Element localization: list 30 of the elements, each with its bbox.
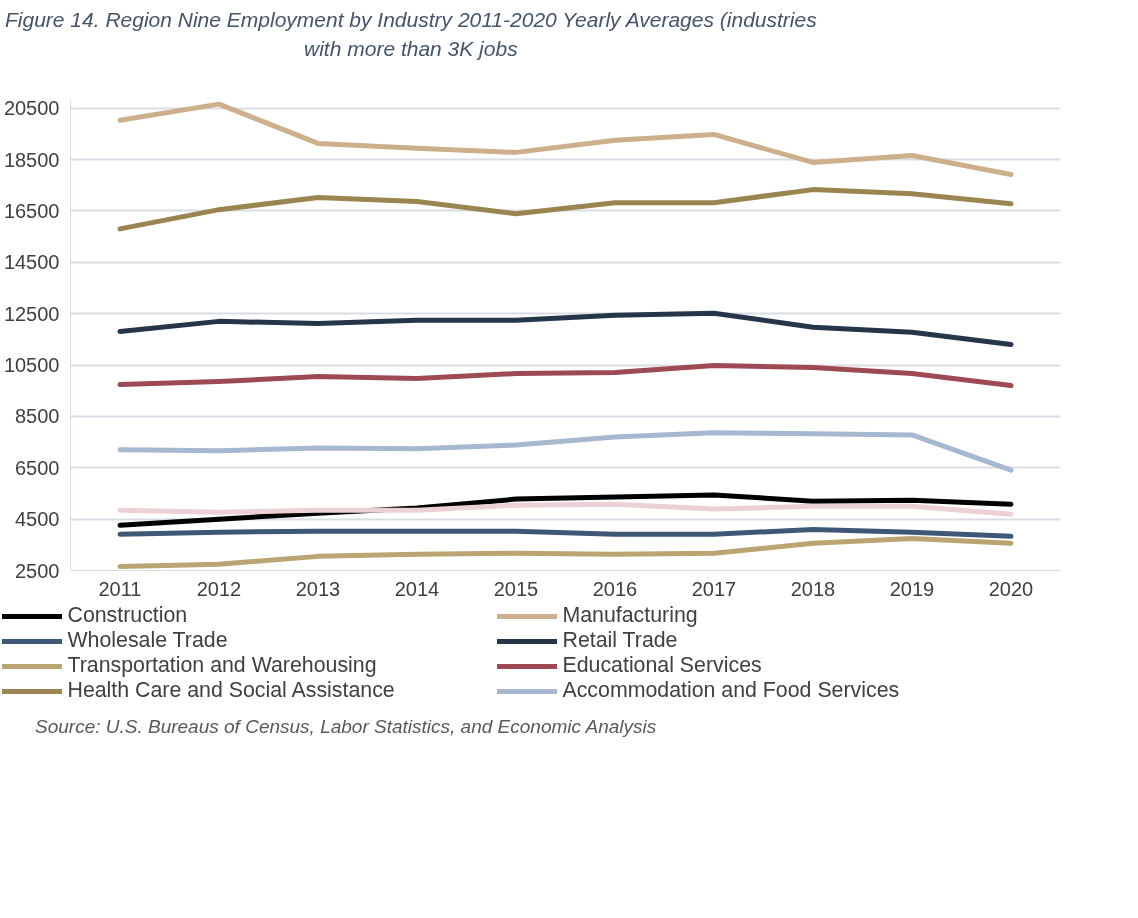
chart-title: Figure 14. Region Nine Employment by Industry 2011-2020 Yearly Averages (industries with more than 3K jobs <box>5 7 817 63</box>
x-tick-label: 2015 <box>493 577 539 600</box>
source-note: Source: U.S. Bureaus of Census, Labor Statistics, and Economic Analysis <box>34 715 657 739</box>
y-tick-label: 16500 <box>3 199 60 222</box>
legend-label: Wholesale Trade <box>67 628 229 653</box>
y-tick-label: 14500 <box>3 251 60 274</box>
legend-label: Manufacturing <box>562 603 699 628</box>
y-tick-label: 18500 <box>3 148 60 171</box>
x-tick-label: 2016 <box>592 577 638 600</box>
x-tick-label: 2020 <box>988 577 1034 600</box>
y-tick-label: 20500 <box>3 97 60 120</box>
x-tick-label: 2017 <box>691 577 737 600</box>
x-tick-label: 2011 <box>98 577 142 600</box>
y-tick-label: 4500 <box>15 508 60 531</box>
y-tick-label: 12500 <box>3 302 60 325</box>
x-tick-label: 2019 <box>889 577 935 600</box>
legend-label: Health Care and Social Assistance <box>67 678 396 703</box>
y-tick-label: 8500 <box>15 405 60 428</box>
x-tick-label: 2012 <box>196 577 242 600</box>
legend-label: Educational Services <box>562 653 763 678</box>
y-tick-label: 6500 <box>15 456 60 479</box>
legend-label: Transportation and Warehousing <box>67 653 378 678</box>
y-tick-label: 10500 <box>3 354 60 377</box>
legend-label: Retail Trade <box>562 628 679 653</box>
legend-label: Construction <box>67 603 189 628</box>
x-tick-label: 2014 <box>394 577 440 600</box>
x-tick-label: 2013 <box>295 577 341 600</box>
x-tick-label: 2018 <box>790 577 836 600</box>
legend-label: Accommodation and Food Services <box>562 678 901 703</box>
y-tick-label: 2500 <box>15 559 60 582</box>
